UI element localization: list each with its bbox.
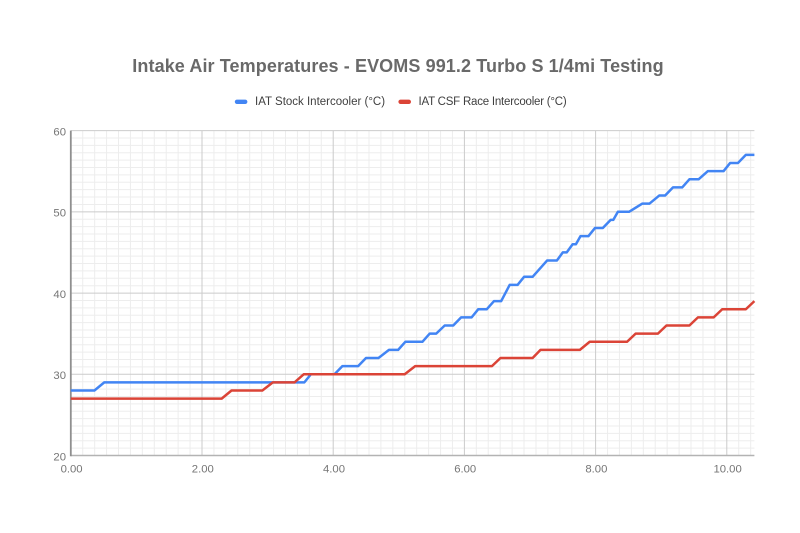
svg-text:8.00: 8.00 [585,463,607,475]
svg-text:0.00: 0.00 [61,463,83,475]
svg-text:30: 30 [53,370,66,382]
svg-text:6.00: 6.00 [454,463,476,475]
svg-text:10.00: 10.00 [713,463,741,475]
svg-text:2.00: 2.00 [192,463,214,475]
svg-text:IAT Stock Intercooler (°C): IAT Stock Intercooler (°C) [255,96,385,108]
svg-text:40: 40 [53,289,66,301]
svg-text:20: 20 [53,451,66,463]
svg-text:50: 50 [53,208,66,220]
svg-text:IAT CSF Race Intercooler (°C): IAT CSF Race Intercooler (°C) [419,96,567,108]
svg-text:4.00: 4.00 [323,463,345,475]
svg-text:Intake Air Temperatures - EVOM: Intake Air Temperatures - EVOMS 991.2 Tu… [132,56,663,76]
svg-text:60: 60 [53,126,66,138]
